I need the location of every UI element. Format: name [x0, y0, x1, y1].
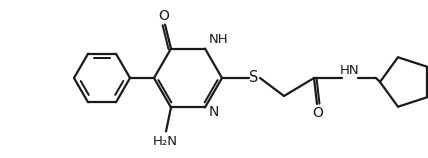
Text: NH: NH	[209, 33, 229, 46]
Text: O: O	[312, 106, 324, 120]
Text: HN: HN	[340, 64, 360, 78]
Text: O: O	[158, 9, 169, 23]
Text: S: S	[250, 70, 259, 85]
Text: H₂N: H₂N	[152, 135, 178, 148]
Text: N: N	[209, 105, 219, 119]
